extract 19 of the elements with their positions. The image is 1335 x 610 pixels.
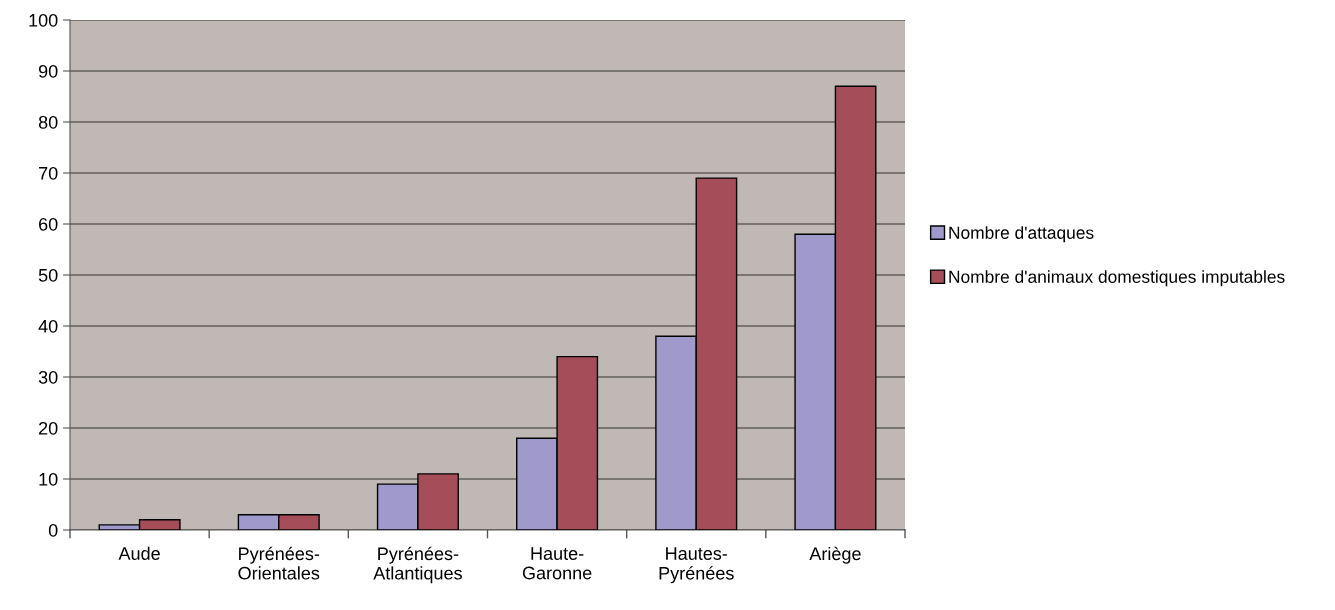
y-tick-label: 30 [38,370,58,384]
y-tick-label: 70 [39,166,58,180]
x-tick-label: Pyrénées-Atlantiques [373,546,462,584]
y-tick-label: 60 [39,217,58,231]
y-tick-label: 90 [38,64,58,78]
x-tick-label: Aude [118,546,160,560]
legend-label: Nombre d'attaques [949,226,1094,243]
y-tick-label: 10 [39,472,58,486]
legend-label: Nombre d'animaux domestiques imputables [949,270,1285,287]
y-tick-label: 20 [39,421,58,435]
x-tick-label: Pyrénées-Orientales [238,546,320,580]
y-tick-label: 100 [29,13,58,27]
y-tick-label: 40 [38,319,58,333]
x-tick-label: Hautes-Pyrénées [659,547,734,584]
y-tick-label: 0 [48,523,58,537]
x-tick-label: Ariège [809,546,861,564]
x-tick-label: Haute-Garonne [522,547,592,580]
y-tick-label: 50 [38,268,58,282]
y-tick-label: 80 [38,115,58,129]
